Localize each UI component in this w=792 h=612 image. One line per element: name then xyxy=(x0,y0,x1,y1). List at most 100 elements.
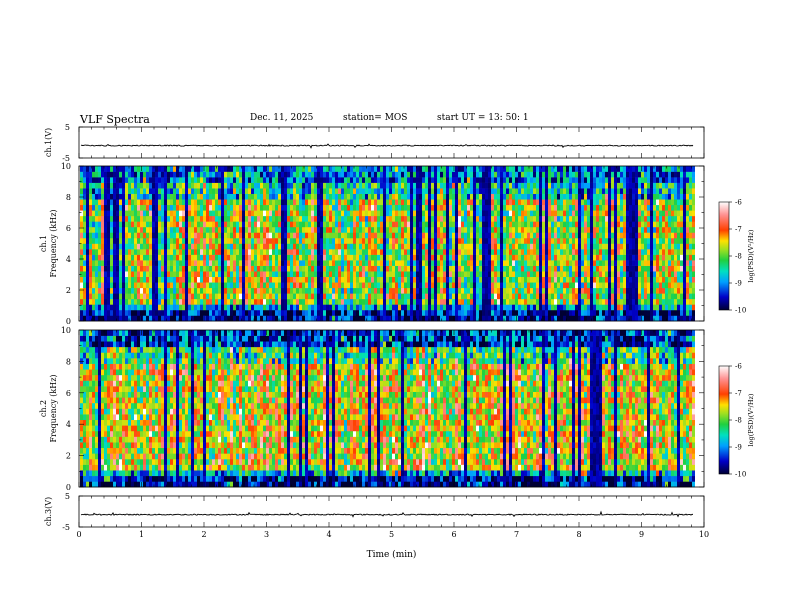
spectrogram-cell xyxy=(83,315,86,322)
spectrogram-cell xyxy=(287,293,290,300)
spectrogram-cell xyxy=(134,237,137,244)
spectrogram-cell xyxy=(569,177,572,183)
spectrogram-cell xyxy=(368,199,371,206)
spectrogram-cell xyxy=(209,304,212,311)
spectrogram-cell xyxy=(221,243,224,250)
spectrogram-cell xyxy=(212,237,215,244)
spectrogram-cell xyxy=(95,315,98,322)
spectrogram-cell xyxy=(380,282,383,289)
spectrogram-cell xyxy=(509,271,512,278)
spectrogram-cell xyxy=(290,204,293,211)
spectrogram-cell xyxy=(545,243,548,250)
spectrogram-cell xyxy=(527,226,530,233)
spectrogram-cell xyxy=(290,237,293,244)
spectrogram-cell xyxy=(260,243,263,250)
spectrogram-cell xyxy=(440,177,443,183)
spectrogram-cell xyxy=(269,254,272,261)
spectrogram-cell xyxy=(101,188,104,194)
spectrogram-cell xyxy=(599,309,602,316)
spectrogram-cell xyxy=(218,199,221,206)
spectrogram-cell xyxy=(212,315,215,322)
spectrogram-cell xyxy=(374,309,377,316)
spectrogram-cell xyxy=(341,254,344,261)
spectrogram-cell xyxy=(335,271,338,278)
spectrogram-cell xyxy=(233,232,236,239)
spectrogram-cell xyxy=(476,309,479,316)
spectrogram-cell xyxy=(242,193,245,200)
spectrogram-cell xyxy=(476,204,479,211)
spectrogram-cell xyxy=(80,271,83,278)
spectrogram-cell xyxy=(248,287,251,294)
spectrogram-cell xyxy=(353,276,356,283)
spectrogram-cell xyxy=(422,210,425,217)
spectrogram-cell xyxy=(143,293,146,300)
spectrogram-cell xyxy=(185,221,188,228)
spectrogram-cell xyxy=(317,282,320,289)
spectrogram-cell xyxy=(218,271,221,278)
spectrogram-cell xyxy=(416,221,419,228)
spectrogram-cell xyxy=(308,304,311,311)
spectrogram-cell xyxy=(587,210,590,217)
spectrogram-cell xyxy=(86,254,89,261)
spectrogram-cell xyxy=(374,166,377,172)
spectrogram-cell xyxy=(404,282,407,289)
spectrogram-cell xyxy=(425,226,428,233)
spectrogram-cell xyxy=(236,204,239,211)
spectrogram-cell xyxy=(509,215,512,222)
spectrogram-cell xyxy=(86,276,89,283)
spectrogram-cell xyxy=(350,182,353,189)
spectrogram-cell xyxy=(149,271,152,278)
spectrogram-cell xyxy=(344,271,347,278)
spectrogram-cell xyxy=(215,204,218,211)
spectrogram-cell xyxy=(263,204,266,211)
spectrogram-cell xyxy=(371,215,374,222)
spectrogram-cell xyxy=(89,177,92,183)
spectrogram-cell xyxy=(482,188,485,194)
spectrogram-cell xyxy=(353,237,356,244)
spectrogram-cell xyxy=(383,199,386,206)
spectrogram-cell xyxy=(149,226,152,233)
spectrogram-cell xyxy=(122,309,125,316)
spectrogram-cell xyxy=(566,304,569,311)
spectrogram-cell xyxy=(242,309,245,316)
spectrogram-cell xyxy=(152,232,155,239)
spectrogram-cell xyxy=(281,249,284,255)
spectrogram-cell xyxy=(494,254,497,261)
spectrogram-cell xyxy=(242,287,245,294)
spectrogram-cell xyxy=(302,254,305,261)
spectrogram-cell xyxy=(140,193,143,200)
spectrogram-cell xyxy=(455,282,458,289)
spectrogram-cell xyxy=(530,276,533,283)
spectrogram-cell xyxy=(233,309,236,316)
spectrogram-cell xyxy=(257,271,260,278)
spectrogram-cell xyxy=(254,221,257,228)
spectrogram-cell xyxy=(479,260,482,266)
spectrogram-cell xyxy=(278,293,281,300)
spectrogram-cell xyxy=(506,171,509,178)
spectrogram-cell xyxy=(164,315,167,322)
spectrogram-cell xyxy=(470,199,473,206)
spectrogram-cell xyxy=(146,215,149,222)
spectrogram-cell xyxy=(515,271,518,278)
spectrogram-cell xyxy=(359,226,362,233)
spectrogram-cell xyxy=(428,309,431,316)
spectrogram-cell xyxy=(89,226,92,233)
spectrogram-cell xyxy=(104,287,107,294)
spectrogram-cell xyxy=(158,199,161,206)
spectrogram-cell xyxy=(287,171,290,178)
spectrogram-cell xyxy=(311,304,314,311)
spectrogram-cell xyxy=(380,215,383,222)
spectrogram-cell xyxy=(596,166,599,172)
spectrogram-cell xyxy=(605,210,608,217)
spectrogram-cell xyxy=(464,282,467,289)
spectrogram-cell xyxy=(239,315,242,322)
spectrogram-cell xyxy=(440,304,443,311)
spectrogram-cell xyxy=(155,260,158,266)
spectrogram-cell xyxy=(206,249,209,255)
spectrogram-cell xyxy=(365,215,368,222)
spectrogram-cell xyxy=(179,171,182,178)
spectrogram-cell xyxy=(497,210,500,217)
spectrogram-cell xyxy=(296,199,299,206)
spectrogram-cell xyxy=(449,188,452,194)
spectrogram-cell xyxy=(179,166,182,172)
